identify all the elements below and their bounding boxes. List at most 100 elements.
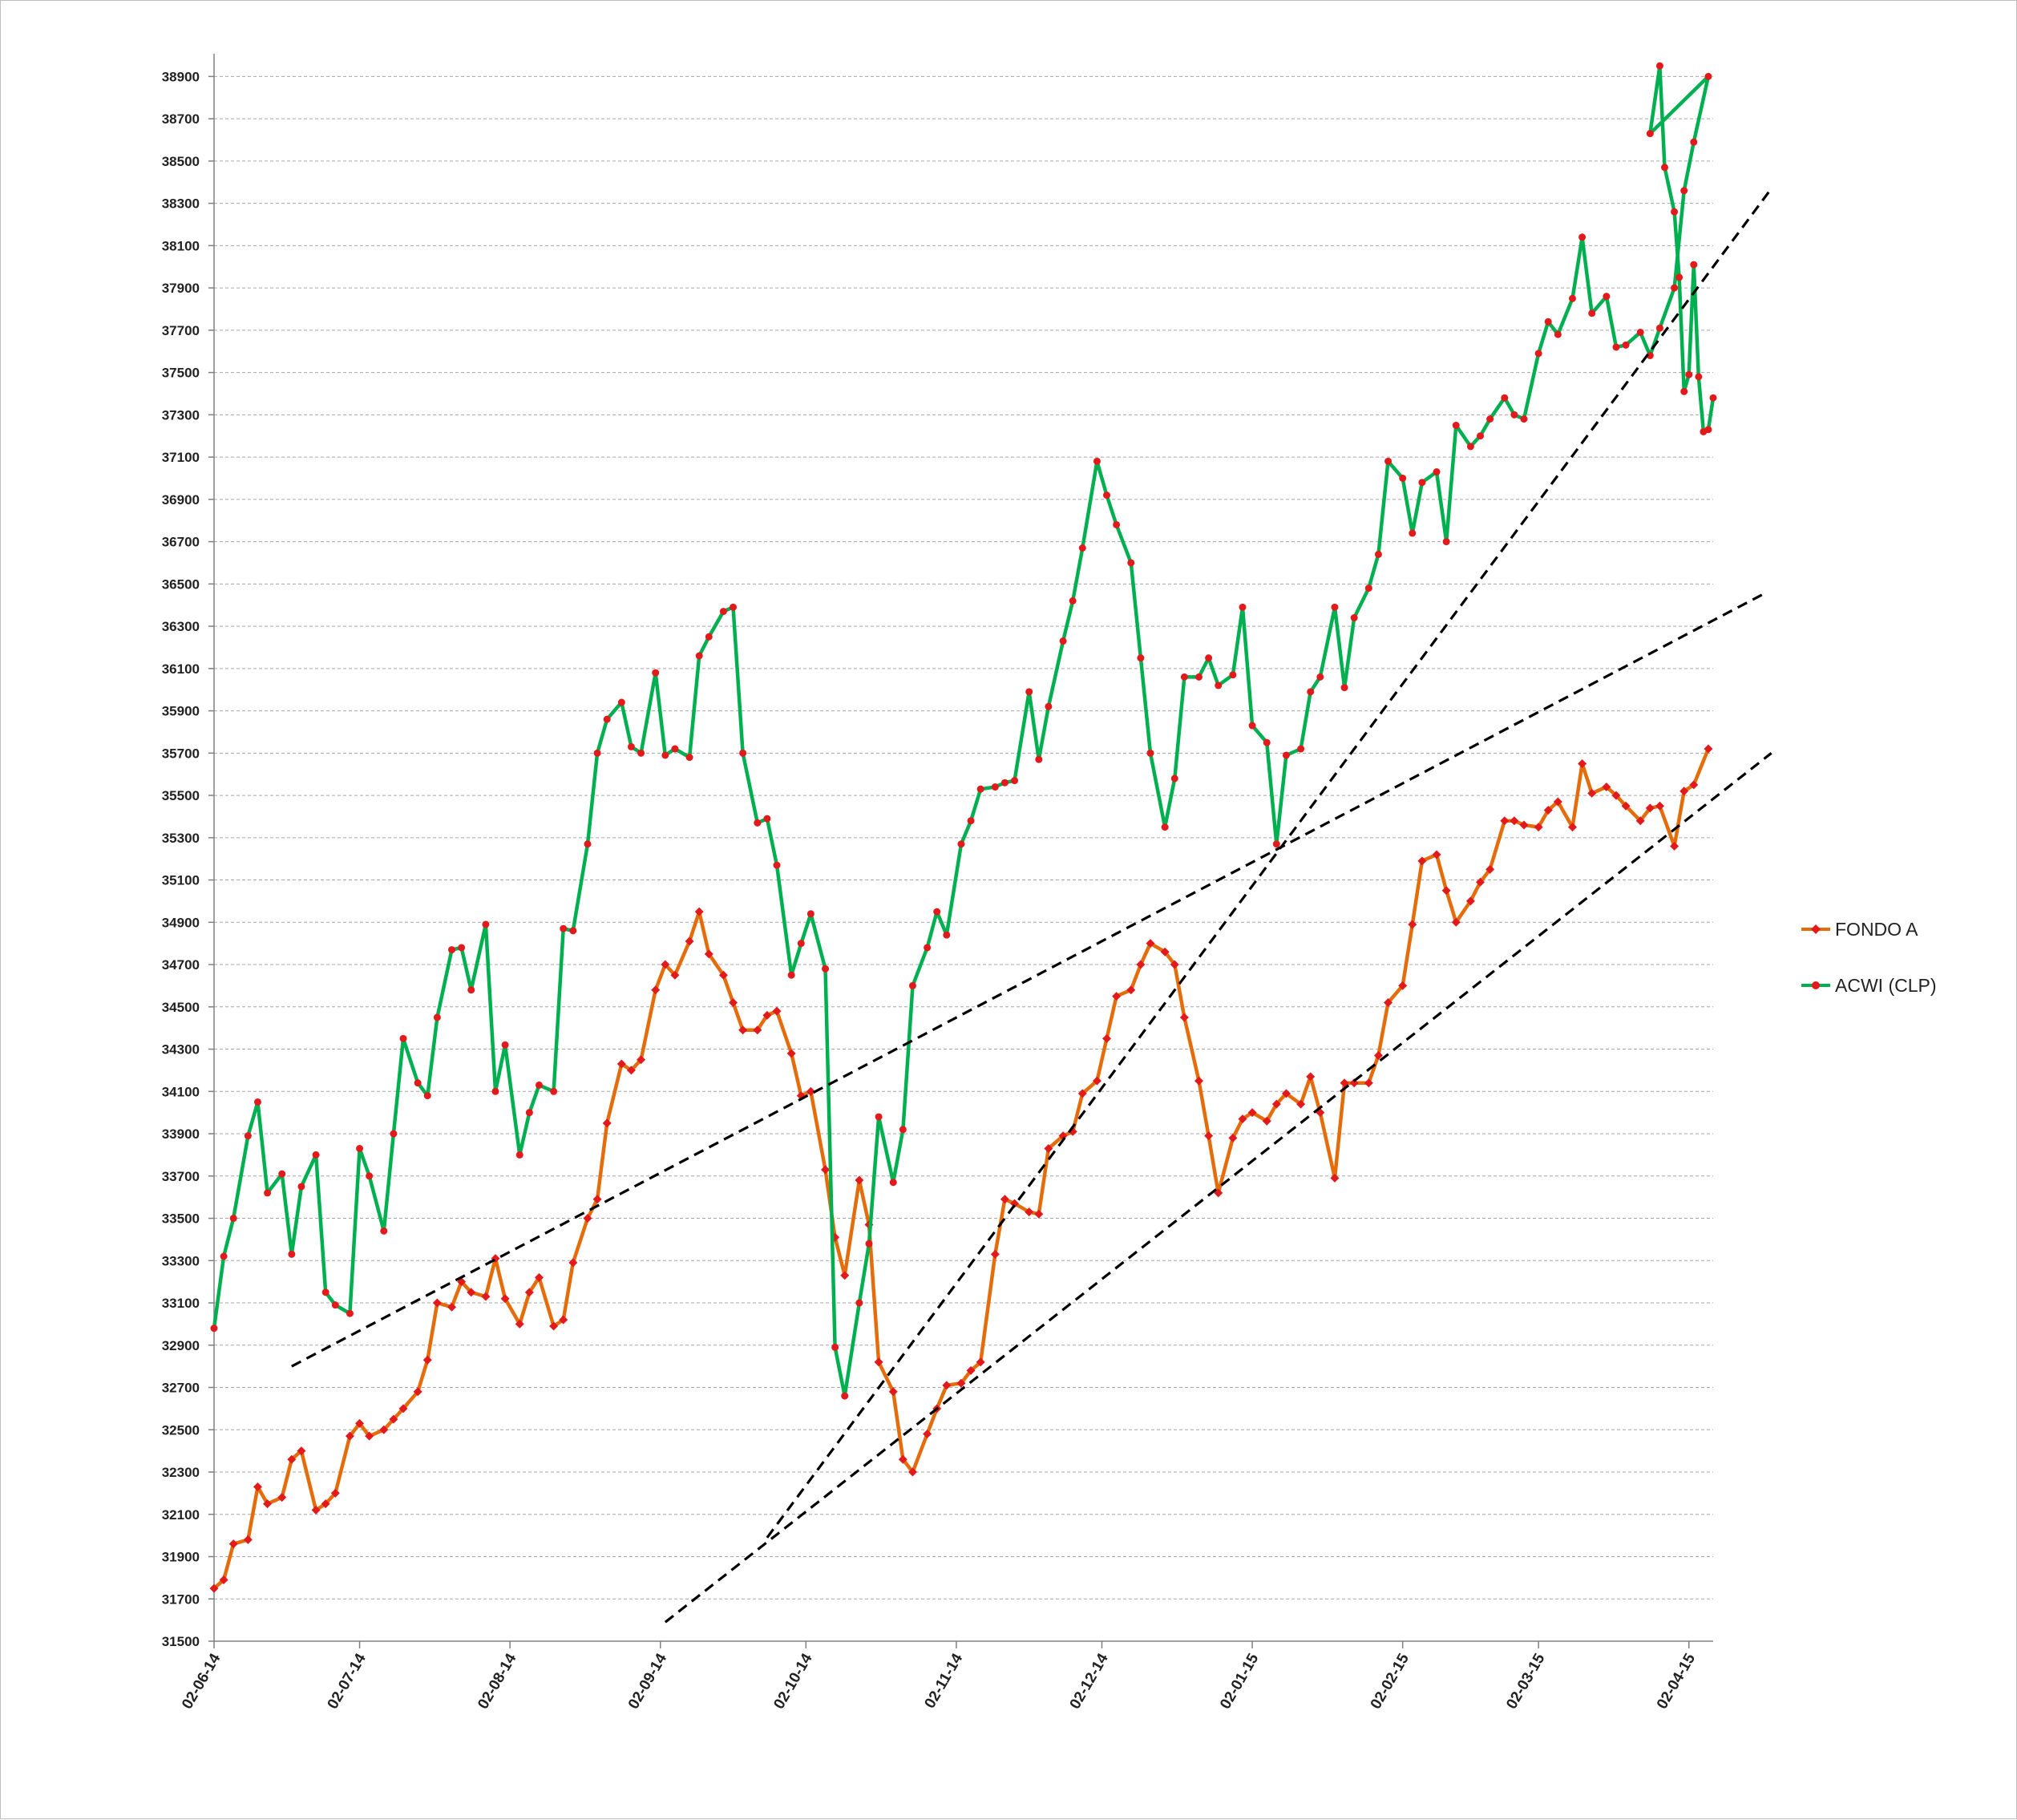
- data-point-fondo-a: [568, 1258, 578, 1268]
- data-point-fondo-a: [651, 985, 661, 995]
- data-point-acwi-clp: [1660, 164, 1668, 172]
- data-point-acwi-clp: [763, 815, 771, 823]
- data-point-fondo-a: [1306, 1072, 1316, 1082]
- series-layer: [209, 62, 1717, 1593]
- data-point-acwi-clp: [1646, 352, 1654, 360]
- data-point-acwi-clp: [593, 749, 601, 757]
- data-point-acwi-clp: [671, 745, 679, 753]
- data-point-acwi-clp: [1239, 603, 1247, 611]
- data-point-acwi-clp: [1078, 544, 1086, 552]
- data-point-acwi-clp: [661, 751, 669, 759]
- data-point-fondo-a: [330, 1488, 340, 1498]
- trendline-2: [766, 188, 1772, 1539]
- y-tick-label: 32700: [162, 1381, 200, 1396]
- data-point-fondo-a: [786, 1049, 796, 1058]
- data-point-fondo-a: [772, 1006, 782, 1016]
- data-point-acwi-clp: [1646, 130, 1654, 138]
- data-point-acwi-clp: [1433, 468, 1441, 476]
- data-point-fondo-a: [1417, 856, 1427, 866]
- data-point-acwi-clp: [957, 840, 965, 848]
- data-point-fondo-a: [1602, 783, 1611, 792]
- y-tick-label: 36900: [162, 492, 200, 508]
- data-point-fondo-a: [1281, 1089, 1291, 1098]
- data-point-acwi-clp: [1690, 261, 1698, 269]
- data-point-acwi-clp: [875, 1113, 883, 1121]
- data-point-fondo-a: [1655, 801, 1664, 811]
- data-point-acwi-clp: [1680, 187, 1688, 195]
- data-point-fondo-a: [534, 1272, 544, 1282]
- y-tick-label: 32300: [162, 1465, 200, 1480]
- y-tick-label: 38500: [162, 154, 200, 169]
- data-point-acwi-clp: [210, 1325, 218, 1333]
- y-tick-label: 33500: [162, 1211, 200, 1227]
- data-point-acwi-clp: [264, 1189, 272, 1197]
- y-tick-label: 33300: [162, 1253, 200, 1268]
- y-tick-label: 35500: [162, 788, 200, 803]
- data-point-acwi-clp: [1675, 273, 1684, 281]
- data-point-fondo-a: [966, 1365, 976, 1375]
- data-point-acwi-clp: [501, 1041, 509, 1049]
- y-tick-label: 37700: [162, 323, 200, 338]
- data-point-acwi-clp: [797, 940, 805, 948]
- data-point-acwi-clp: [331, 1301, 339, 1309]
- data-point-acwi-clp: [1418, 479, 1426, 487]
- data-point-acwi-clp: [253, 1098, 261, 1106]
- data-point-acwi-clp: [399, 1034, 407, 1042]
- data-point-fondo-a: [398, 1404, 408, 1414]
- y-tick-label: 34100: [162, 1084, 200, 1099]
- y-tick-label: 36700: [162, 535, 200, 550]
- data-point-fondo-a: [583, 1214, 592, 1223]
- data-point-fondo-a: [1296, 1099, 1306, 1109]
- data-point-fondo-a: [1578, 759, 1587, 769]
- data-point-fondo-a: [1271, 1099, 1281, 1109]
- data-point-fondo-a: [626, 1066, 636, 1075]
- data-point-acwi-clp: [1229, 671, 1237, 679]
- data-point-fondo-a: [1136, 960, 1146, 969]
- data-point-acwi-clp: [719, 608, 727, 616]
- data-point-fondo-a: [1179, 1013, 1189, 1022]
- data-point-acwi-clp: [1215, 681, 1223, 690]
- data-point-acwi-clp: [943, 931, 951, 939]
- data-point-fondo-a: [956, 1378, 966, 1388]
- data-point-acwi-clp: [1520, 415, 1528, 423]
- y-tick-label: 38300: [162, 196, 200, 212]
- data-point-acwi-clp: [1195, 673, 1203, 681]
- data-point-acwi-clp: [1340, 684, 1348, 692]
- data-point-acwi-clp: [933, 908, 941, 916]
- data-point-acwi-clp: [1272, 840, 1280, 848]
- data-point-acwi-clp: [1544, 317, 1552, 326]
- data-point-fondo-a: [549, 1321, 559, 1331]
- data-point-acwi-clp: [1578, 233, 1587, 241]
- data-point-fondo-a: [228, 1539, 238, 1549]
- data-point-acwi-clp: [1671, 284, 1679, 292]
- data-point-fondo-a: [1170, 960, 1179, 969]
- data-point-fondo-a: [855, 1175, 864, 1185]
- data-point-fondo-a: [1000, 1195, 1009, 1204]
- data-point-fondo-a: [1010, 1199, 1020, 1208]
- data-point-fondo-a: [1077, 1089, 1087, 1098]
- y-axis-ticks: 31500 31700 31900 32100 32300 32500 32700 32900…: [162, 69, 214, 1649]
- data-point-acwi-clp: [1297, 745, 1305, 753]
- data-point-fondo-a: [263, 1499, 273, 1509]
- data-point-acwi-clp: [1655, 62, 1663, 70]
- data-point-fondo-a: [1510, 816, 1519, 826]
- data-point-acwi-clp: [976, 785, 984, 793]
- x-axis-ticks: 02-06-14 02-07-14 02-08-14 02-09-14 02-10-14…: [179, 1641, 1699, 1712]
- data-point-fondo-a: [1102, 1033, 1112, 1043]
- data-point-fondo-a: [888, 1387, 898, 1397]
- data-point-acwi-clp: [1655, 324, 1663, 332]
- legend: FONDO A ACWI (CLP): [1801, 919, 1937, 996]
- data-point-fondo-a: [1451, 917, 1461, 927]
- data-point-acwi-clp: [730, 603, 738, 611]
- data-point-fondo-a: [413, 1387, 422, 1397]
- x-tick-label: 02-07-14: [325, 1651, 370, 1713]
- y-tick-label: 34700: [162, 957, 200, 973]
- data-point-acwi-clp: [1612, 343, 1620, 351]
- data-point-acwi-clp: [695, 652, 703, 660]
- y-tick-label: 31500: [162, 1634, 200, 1649]
- data-point-fondo-a: [923, 1430, 932, 1439]
- data-point-fondo-a: [753, 1025, 762, 1035]
- data-point-fondo-a: [219, 1575, 228, 1585]
- data-point-acwi-clp: [1113, 520, 1121, 528]
- data-point-acwi-clp: [1248, 722, 1256, 730]
